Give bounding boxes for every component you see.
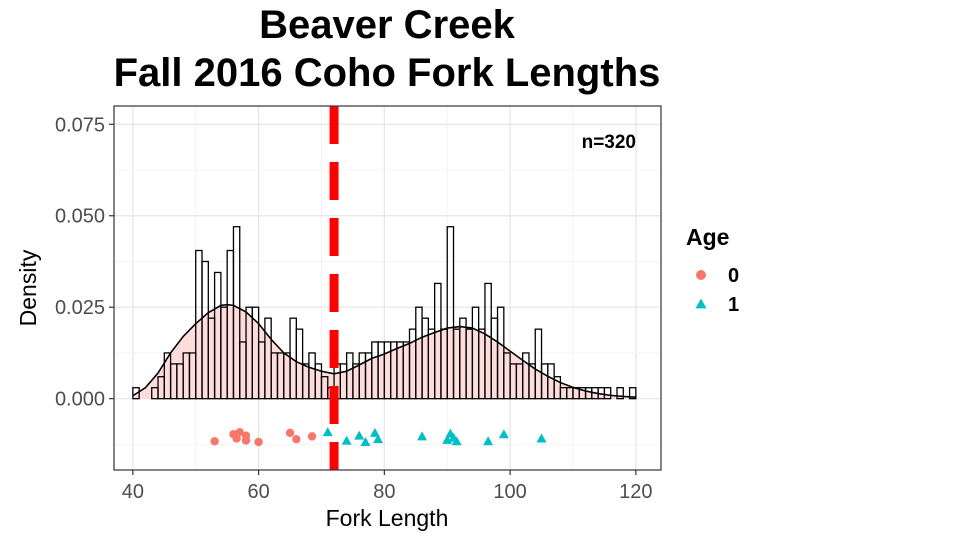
point-age-1 [373, 434, 384, 444]
point-age-0 [232, 434, 241, 443]
point-age-0 [307, 432, 317, 441]
legend-key-age-1 [695, 298, 707, 309]
y-axis-title: Density [15, 249, 41, 326]
x-tick-label: 80 [373, 481, 395, 503]
age-points [210, 427, 547, 447]
x-axis-title: Fork Length [326, 505, 449, 531]
point-age-1 [483, 436, 494, 446]
legend: Age 01 [686, 224, 739, 316]
point-age-1 [369, 427, 380, 437]
density-line [132, 303, 636, 398]
point-age-1 [322, 427, 333, 437]
point-age-0 [235, 427, 244, 437]
point-age-1 [354, 430, 365, 440]
y-tick-label: 0.000 [55, 389, 105, 411]
point-age-0 [241, 431, 251, 440]
y-tick-label: 0.050 [55, 206, 105, 228]
histogram-bar [132, 387, 140, 400]
x-tick-label: 100 [493, 481, 526, 503]
legend-title: Age [686, 224, 729, 250]
chart-title-line-1: Beaver Creek [259, 3, 515, 47]
point-age-0 [210, 437, 219, 446]
histogram-bar [616, 387, 624, 400]
histogram-bar [603, 387, 612, 400]
chart-title-line-2: Fall 2016 Coho Fork Lengths [114, 51, 661, 95]
histogram-bar [232, 226, 241, 400]
legend-label: 0 [728, 265, 739, 287]
point-age-1 [341, 435, 352, 445]
x-axis-ticks: 40 60 80 100 120 [122, 470, 653, 503]
legend-label: 1 [728, 294, 739, 316]
legend-entries: 01 [695, 265, 739, 316]
point-age-0 [292, 434, 301, 444]
point-age-1 [536, 433, 547, 443]
histogram-bar [446, 226, 455, 400]
point-age-0 [285, 428, 295, 438]
x-tick-label: 40 [122, 481, 144, 503]
y-tick-label: 0.075 [55, 114, 105, 136]
point-age-0 [254, 437, 263, 447]
point-age-1 [498, 429, 509, 439]
sample-size-annotation: n=320 [582, 132, 636, 153]
plot-border [113, 105, 662, 471]
x-tick-label: 60 [247, 481, 269, 503]
y-axis-ticks: 0.000 0.025 0.050 0.075 [55, 114, 114, 411]
density-curve [132, 303, 636, 398]
point-age-1 [417, 431, 428, 441]
x-tick-label: 120 [619, 481, 652, 503]
point-age-1 [451, 436, 462, 446]
legend-key-age-0 [696, 270, 706, 280]
histogram-bar [628, 387, 637, 400]
plot-panel [114, 106, 661, 470]
histogram-bars [132, 226, 637, 400]
y-tick-label: 0.025 [55, 297, 105, 319]
point-age-1 [360, 436, 371, 446]
